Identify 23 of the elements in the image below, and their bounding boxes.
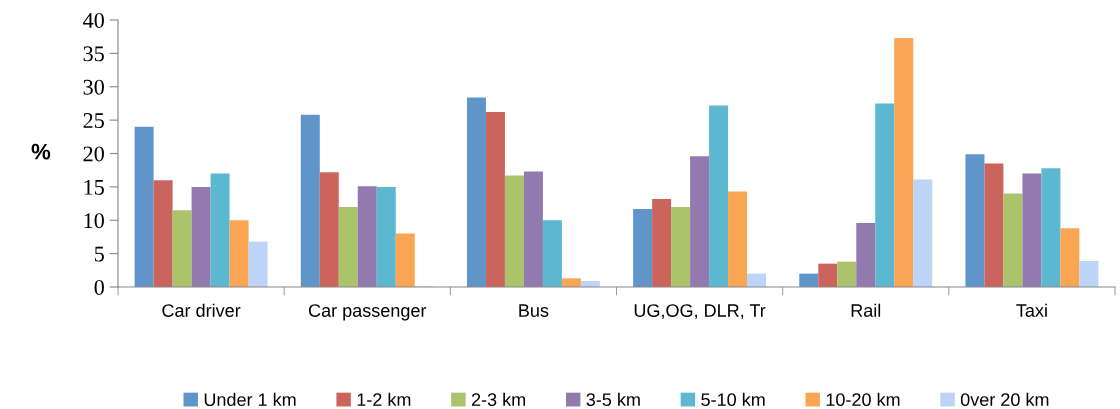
y-tick-label: 5	[94, 246, 104, 262]
x-tick-label: Bus	[519, 304, 549, 317]
y-axis-title: %	[31, 143, 51, 160]
y-tick-label: 20	[83, 146, 104, 162]
x-tick-label: Car driver	[162, 303, 241, 317]
y-tick-label: 10	[84, 213, 104, 229]
legend-label: Under 1 km	[204, 392, 296, 407]
legend-label: 2-3 km	[471, 392, 526, 407]
y-tick-label: 15	[84, 179, 104, 195]
legend-label: 5-10 km	[701, 392, 765, 407]
legend-label: 1-2 km	[357, 392, 411, 406]
y-tick-label: 35	[83, 46, 104, 62]
legend-label: 10-20 km	[826, 392, 900, 407]
x-tick-label: UG,OG, DLR, Tr	[634, 304, 766, 320]
legend-label: 3-5 km	[586, 392, 640, 407]
y-tick-label: 25	[83, 113, 104, 129]
x-tick-label: Rail	[851, 303, 881, 317]
y-tick-label: 0	[94, 279, 104, 295]
y-tick-label: 30	[83, 79, 104, 95]
x-tick-label: Taxi	[1016, 303, 1047, 317]
y-tick-label: 40	[83, 12, 104, 28]
x-tick-label: Car passenger	[308, 304, 427, 321]
legend-label: 0ver 20 km	[960, 392, 1049, 407]
